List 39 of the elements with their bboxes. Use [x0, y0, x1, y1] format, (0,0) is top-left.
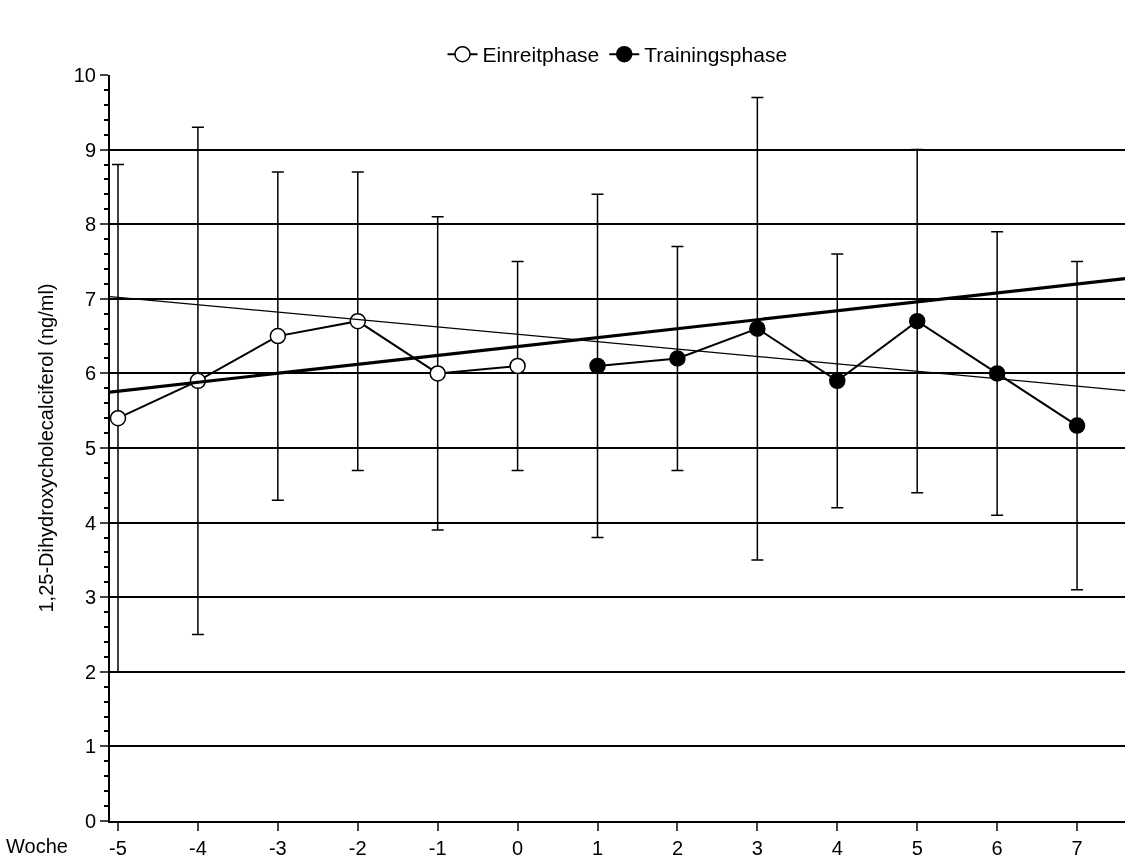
y-tick-label: 7: [84, 287, 96, 310]
point: [269, 327, 287, 345]
x-tick-label: -1: [428, 837, 447, 859]
point: [589, 357, 606, 375]
point: [669, 350, 686, 367]
y-tick-label: 3: [84, 586, 96, 609]
legend-label: Trainingsphase: [644, 43, 788, 67]
y-tick-label: 6: [84, 362, 96, 385]
point: [829, 372, 846, 390]
x-tick-label: 2: [671, 837, 683, 859]
x-tick-label: 7: [1071, 837, 1083, 859]
x-tick-label: -3: [268, 837, 287, 859]
y-tick-label: 2: [84, 660, 96, 683]
x-tick-label: -2: [348, 837, 367, 859]
x-tick-label: 3: [751, 837, 763, 859]
point: [509, 357, 526, 375]
y-axis-title: 1,25-Dihydroxycholecalciferol (ng/ml): [34, 283, 57, 613]
point: [749, 320, 766, 337]
x-tick-label: 6: [991, 837, 1003, 859]
x-tick-label: -5: [109, 837, 127, 859]
point: [988, 365, 1006, 382]
y-tick-label: 10: [73, 64, 96, 86]
y-tick-label: 5: [84, 437, 96, 459]
legend-label: Einreitphase: [482, 43, 600, 67]
x-tick-label: 0: [512, 837, 524, 859]
x-tick-label: 4: [831, 837, 843, 859]
point: [1068, 417, 1086, 434]
y-tick-label: 1: [84, 735, 96, 758]
x-tick-label: 1: [591, 837, 604, 859]
y-tick-label: 9: [84, 138, 96, 161]
y-tick-label: 0: [84, 810, 96, 832]
point: [908, 312, 926, 330]
y-tick-label: 4: [84, 511, 96, 534]
y-tick-label: 8: [84, 213, 96, 236]
point: [109, 409, 127, 427]
x-axis-title: Woche: [6, 835, 68, 857]
x-tick-label: -4: [189, 837, 207, 859]
point: [429, 365, 446, 382]
x-tick-label: 5: [911, 837, 923, 859]
